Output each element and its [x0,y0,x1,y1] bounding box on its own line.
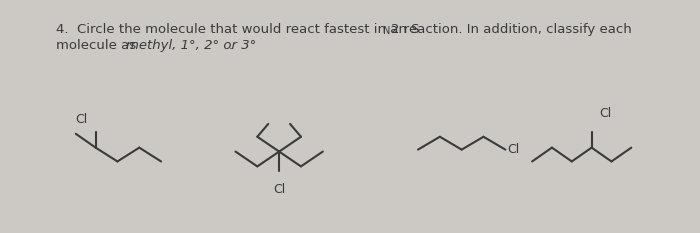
Text: methyl, 1°, 2° or 3°: methyl, 1°, 2° or 3° [127,39,257,52]
Text: molecule as: molecule as [56,39,140,52]
Text: Cl: Cl [76,113,88,126]
Text: Cl: Cl [600,107,612,120]
Text: 2 reaction. In addition, classify each: 2 reaction. In addition, classify each [391,23,632,36]
Text: 4.  Circle the molecule that would react fastest in an S: 4. Circle the molecule that would react … [56,23,419,36]
Text: Cl: Cl [508,143,519,156]
Text: N: N [384,26,391,36]
Text: Cl: Cl [273,183,286,196]
Text: .: . [229,39,232,52]
